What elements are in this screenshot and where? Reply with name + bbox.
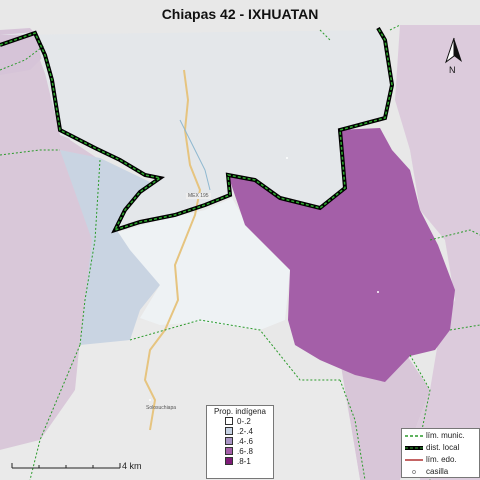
indigenous-region-purple — [228, 128, 455, 382]
district-boundary — [0, 26, 395, 234]
river — [179, 119, 211, 191]
lines-legend-item: dist. local — [402, 442, 479, 453]
legend-label: .6-.8 — [237, 446, 254, 456]
lines-legend: lím. munic. dist. local lím. edo. casill… — [401, 428, 480, 478]
legend-swatch — [225, 417, 233, 425]
legend-item: .8-1 — [225, 456, 273, 466]
legend-swatch — [225, 437, 233, 445]
legend-title: Prop. indígena — [213, 407, 267, 416]
scale-label: 4 km — [122, 461, 142, 471]
lines-legend-label: dist. local — [426, 443, 460, 452]
light-blue-region — [60, 150, 160, 345]
legend-swatch — [225, 457, 233, 465]
red-line-icon — [405, 458, 423, 461]
legend-label: .2-.4 — [237, 426, 254, 436]
polling-stations — [149, 157, 379, 401]
road-mex-195 — [143, 69, 202, 431]
circle-icon — [412, 469, 416, 474]
lines-legend-item: lím. edo. — [402, 454, 479, 465]
legend-item: .2-.4 — [225, 426, 273, 436]
legend-swatch — [225, 427, 233, 435]
lines-legend-label: casilla — [426, 467, 449, 476]
legend-item: .4-.6 — [225, 436, 273, 446]
dashed-green-line-icon — [405, 434, 423, 437]
legend-label: .4-.6 — [237, 436, 254, 446]
road-label: MEX 195 — [186, 193, 211, 199]
legend-swatch — [225, 447, 233, 455]
lines-legend-label: lím. edo. — [426, 455, 457, 464]
lines-legend-item: casilla — [402, 466, 479, 477]
legend-label: 0-.2 — [237, 416, 251, 426]
district-north-area — [0, 30, 395, 230]
municipal-boundaries — [0, 24, 480, 480]
town-label: Solosuchiapa — [146, 405, 177, 411]
thick-black-line-icon — [405, 445, 423, 450]
proportion-legend: Prop. indígena 0-.2 .2-.4 .4-.6 .6-.8 .8… — [206, 405, 274, 479]
lines-legend-label: lím. munic. — [426, 431, 465, 440]
light-central-region — [118, 198, 290, 330]
map-title: Chiapas 42 - IXHUATAN — [161, 6, 319, 22]
legend-item: .6-.8 — [225, 446, 273, 456]
lines-legend-item: lím. munic. — [402, 430, 479, 441]
legend-label: .8-1 — [237, 456, 251, 466]
scale-bar — [11, 463, 121, 469]
north-arrow-icon — [445, 37, 462, 64]
north-label: N — [449, 65, 456, 75]
outside-region-east — [395, 25, 480, 480]
legend-item: 0-.2 — [225, 416, 273, 426]
outside-region-west — [0, 30, 100, 450]
